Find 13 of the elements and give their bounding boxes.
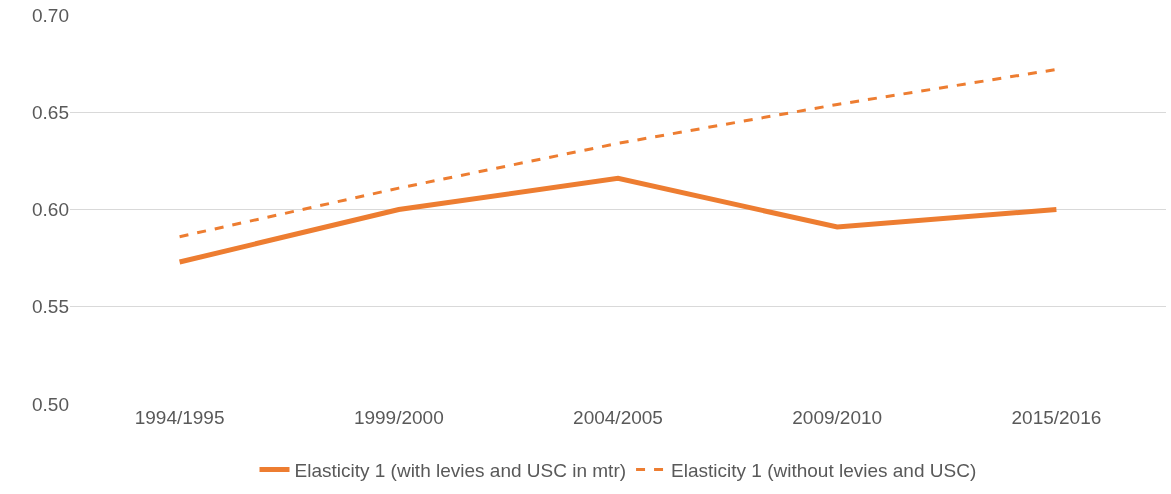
y-tick-label: 0.65 (32, 101, 69, 123)
y-tick-label: 0.50 (32, 393, 69, 415)
legend-label: Elasticity 1 (with levies and USC in mtr) (294, 459, 627, 481)
x-tick-label: 2009/2010 (792, 407, 883, 428)
x-tick-label: 1994/1995 (134, 407, 225, 428)
line-series (178, 67, 1058, 239)
y-tick-label: 0.60 (32, 199, 69, 221)
x-tick-label: 2004/2005 (573, 407, 663, 428)
y-tick-label: 0.55 (32, 296, 69, 318)
x-tick-label: 1999/2000 (353, 407, 444, 428)
y-tick-label: 0.70 (32, 4, 69, 26)
legend-label: Elasticity 1 (without levies and USC) (671, 459, 977, 481)
x-tick-label: 2015/2016 (1011, 407, 1102, 428)
